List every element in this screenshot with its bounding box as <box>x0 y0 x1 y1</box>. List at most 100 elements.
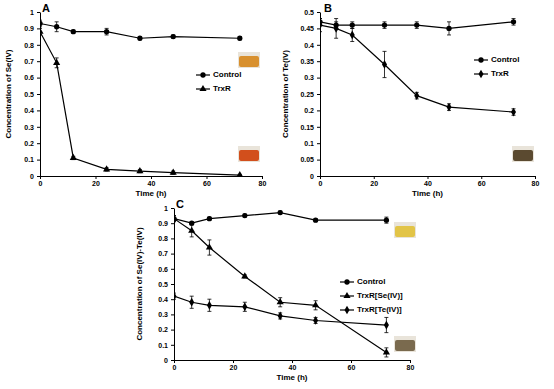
data-point <box>383 348 390 354</box>
data-point <box>171 34 176 39</box>
data-point <box>511 19 516 24</box>
error-bar-cap <box>55 57 59 58</box>
x-tick-label: 80 <box>259 180 267 187</box>
error-bar-cap <box>384 217 388 218</box>
data-point <box>70 154 77 160</box>
legend-entry: Control <box>196 70 241 79</box>
data-point <box>188 227 195 233</box>
error-bar <box>383 51 387 77</box>
photo-bg <box>238 146 260 162</box>
y-tick-label: 0.4 <box>158 296 168 303</box>
y-tick: 0.8 <box>158 235 174 242</box>
data-point <box>382 22 387 27</box>
error-bar-cap <box>384 223 388 224</box>
error-bar-cap <box>350 21 354 22</box>
photo-bg <box>394 336 416 352</box>
y-tick-mark <box>37 78 40 79</box>
y-tick: 0.9 <box>158 220 174 227</box>
y-tick: 0.4 <box>158 296 174 303</box>
y-tick-label: 0.1 <box>304 140 314 147</box>
y-tick-mark <box>317 94 320 95</box>
error-bar <box>512 19 516 26</box>
data-point <box>277 298 284 304</box>
y-tick-label: 0.2 <box>304 107 314 114</box>
y-tick-mark <box>171 330 174 331</box>
y-tick-label: 0.5 <box>158 281 168 288</box>
y-tick-mark <box>171 238 174 239</box>
y-tick-label: 0 <box>310 173 314 180</box>
error-bar-cap <box>190 296 194 297</box>
error-bar-cap <box>55 21 59 22</box>
data-point <box>237 36 242 41</box>
y-tick-mark <box>317 78 320 79</box>
error-bar-cap <box>415 21 419 22</box>
error-bar <box>350 22 354 29</box>
x-tick: 60 <box>478 176 486 187</box>
y-tick-label: 0 <box>164 357 168 364</box>
error-bar-cap <box>447 21 451 22</box>
y-tick-label: 1 <box>164 205 168 212</box>
error-bar-cap <box>278 297 282 298</box>
photo-bg <box>512 146 534 162</box>
error-bar <box>190 296 194 308</box>
x-tick: 40 <box>289 360 297 371</box>
y-tick-label: 0.8 <box>24 42 34 49</box>
y-tick: 1 <box>30 9 40 16</box>
data-point <box>136 167 143 173</box>
y-tick: 0.2 <box>24 140 40 147</box>
error-bar-cap <box>384 317 388 318</box>
panel: 02040608000.10.20.30.40.50.60.70.80.91Ti… <box>4 2 266 198</box>
legend-entry: TrxR <box>474 69 509 78</box>
data-point <box>174 292 177 301</box>
y-tick-mark <box>171 254 174 255</box>
error-bar-cap <box>40 26 42 27</box>
x-tick-mark <box>262 176 263 179</box>
error-bar-cap <box>384 356 388 357</box>
error-bar <box>383 22 387 29</box>
y-axis-line <box>40 13 41 177</box>
y-tick-label: 0.6 <box>24 74 34 81</box>
tube-photo <box>394 222 416 238</box>
legend-label: TrxR[Se(IV)] <box>357 291 403 300</box>
y-tick: 0.9 <box>24 25 40 32</box>
data-point <box>350 31 355 40</box>
x-tick-label: 40 <box>289 364 297 371</box>
y-tick: 0.3 <box>158 311 174 318</box>
error-bar <box>40 20 42 27</box>
data-point <box>278 210 283 215</box>
y-tick-mark <box>171 299 174 300</box>
y-tick-label: 0.7 <box>24 58 34 65</box>
series-line <box>40 32 240 176</box>
figure: 0 20 40 60 80 0 0.1 0.2 0.3 0.4 0.5 0.6 0.7 0.8 0.9 1 Ti… <box>0 0 554 389</box>
data-point <box>170 169 177 175</box>
photo-liquid <box>395 226 415 237</box>
error-bar-cap <box>512 25 516 26</box>
error-bar-cap <box>105 28 109 29</box>
y-tick: 0.2 <box>158 326 174 333</box>
y-tick-label: 0.35 <box>300 58 314 65</box>
x-axis-title: Time (h) <box>136 189 167 198</box>
data-point <box>241 272 248 278</box>
data-point <box>278 312 283 321</box>
y-tick: 0.3 <box>304 74 320 81</box>
y-tick: 0.6 <box>24 74 40 81</box>
data-point <box>189 221 194 226</box>
y-tick: 0.4 <box>24 107 40 114</box>
x-tick: 20 <box>230 360 238 371</box>
data-point <box>320 21 323 30</box>
x-tick-mark <box>233 360 234 363</box>
data-point <box>103 165 110 171</box>
x-tick: 80 <box>259 176 267 187</box>
legend-label: Control <box>213 70 241 79</box>
error-bar-cap <box>334 18 338 19</box>
y-axis-title: Concentration of Se(IV) <box>4 49 13 138</box>
error-bar-cap <box>207 299 211 300</box>
error-bar-cap <box>320 18 322 19</box>
x-tick-label: 0 <box>319 180 323 187</box>
x-tick-label: 20 <box>370 180 378 187</box>
photo-liquid <box>239 150 259 161</box>
panel-label: B <box>324 2 332 14</box>
y-tick-label: 0.9 <box>24 25 34 32</box>
x-tick: 60 <box>203 176 211 187</box>
y-tick-mark <box>171 345 174 346</box>
